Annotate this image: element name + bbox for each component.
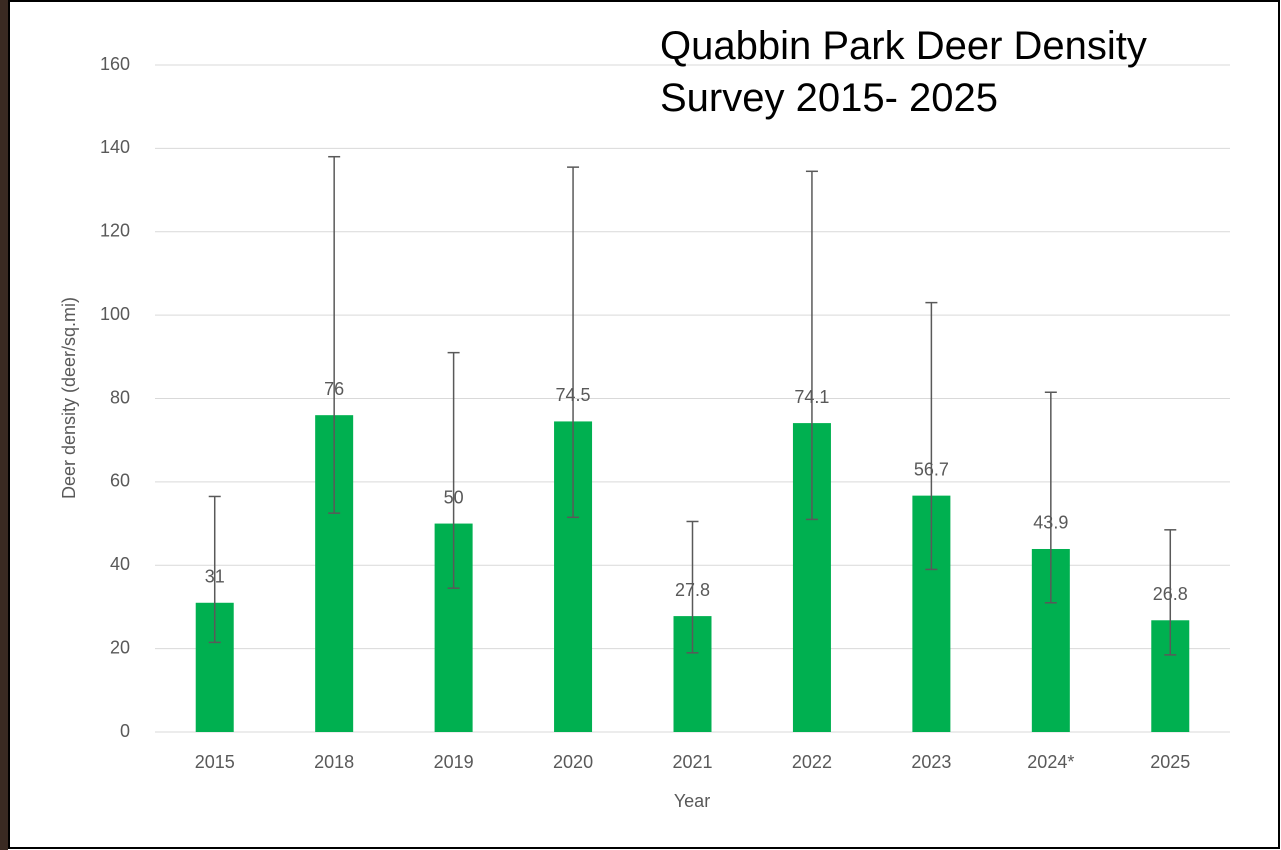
photo-edge — [0, 0, 8, 850]
data-label: 56.7 — [914, 459, 949, 479]
x-tick-label: 2021 — [672, 752, 712, 772]
data-label: 74.1 — [794, 387, 829, 407]
y-tick-label: 100 — [100, 304, 130, 324]
y-tick-label: 20 — [110, 637, 130, 657]
y-tick-label: 120 — [100, 221, 130, 241]
data-label: 50 — [444, 487, 464, 507]
data-label: 76 — [324, 379, 344, 399]
data-label: 26.8 — [1153, 584, 1188, 604]
y-axis-label: Deer density (deer/sq.mi) — [59, 297, 79, 499]
x-axis-label: Year — [674, 791, 710, 811]
x-tick-label: 2015 — [195, 752, 235, 772]
y-tick-label: 140 — [100, 137, 130, 157]
x-tick-label: 2024* — [1027, 752, 1074, 772]
y-tick-label: 80 — [110, 387, 130, 407]
y-tick-label: 160 — [100, 54, 130, 74]
y-tick-label: 0 — [120, 721, 130, 741]
x-tick-label: 2022 — [792, 752, 832, 772]
y-tick-label: 60 — [110, 471, 130, 491]
chart-title: Quabbin Park Deer Density Survey 2015- 2… — [660, 24, 1147, 120]
x-tick-label: 2020 — [553, 752, 593, 772]
y-tick-label: 40 — [110, 554, 130, 574]
x-tick-label: 2025 — [1150, 752, 1190, 772]
data-label: 43.9 — [1033, 513, 1068, 533]
data-label: 31 — [205, 567, 225, 587]
x-tick-label: 2023 — [911, 752, 951, 772]
x-tick-label: 2019 — [434, 752, 474, 772]
x-tick-label: 2018 — [314, 752, 354, 772]
data-label: 27.8 — [675, 580, 710, 600]
data-label: 74.5 — [556, 385, 591, 405]
